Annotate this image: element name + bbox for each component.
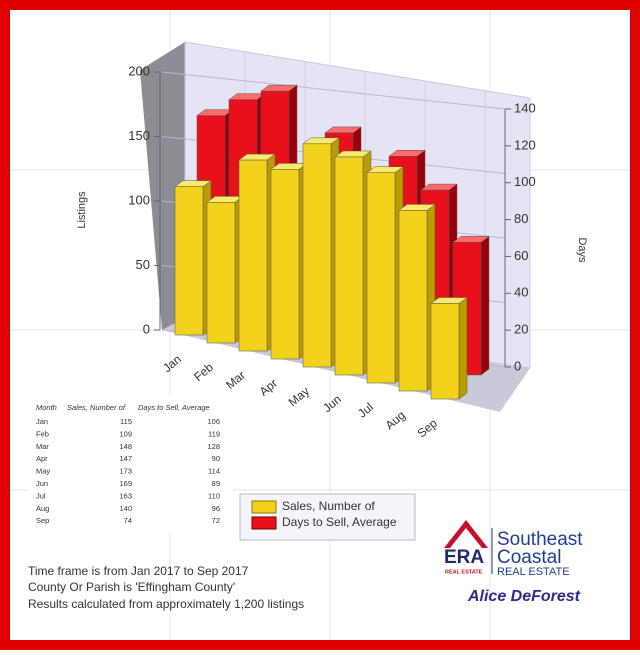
table-cell: 96 (212, 504, 220, 513)
table-cell: 163 (119, 491, 132, 500)
table-cell: 128 (207, 442, 220, 451)
table-cell: 89 (212, 479, 220, 488)
table-cell: 110 (208, 491, 220, 500)
table-cell: May (36, 467, 50, 476)
y2-tick-label: 0 (514, 358, 521, 373)
y-axis-label: Listings (76, 191, 88, 229)
table-cell: Jul (36, 491, 46, 500)
legend-swatch (251, 500, 277, 514)
legend: Sales, Number of Days to Sell, Average (239, 493, 416, 541)
bar-face (430, 303, 460, 400)
table-cell: 90 (212, 454, 220, 463)
bar (238, 153, 276, 352)
data-table: Month Sales, Number of Days to Sell, Ave… (28, 396, 232, 532)
y2-tick-label: 60 (514, 248, 528, 263)
bar (270, 162, 308, 360)
logo-mark: ERA (444, 547, 484, 568)
y2-tick-label: 40 (514, 285, 528, 300)
table-cell: 147 (119, 454, 132, 463)
y-tick-label: 0 (143, 321, 150, 336)
table-header: Month (36, 403, 57, 412)
table-cell: 109 (119, 429, 132, 438)
table-cell: Apr (36, 454, 48, 463)
bar (174, 180, 212, 336)
y2-tick-label: 20 (514, 322, 528, 337)
table-header: Days to Sell, Average (138, 403, 210, 412)
bar-face (206, 202, 236, 344)
grid-line (161, 71, 506, 110)
logo-roof (444, 520, 488, 548)
y2-tick-label: 80 (514, 211, 528, 226)
bar (334, 150, 372, 376)
table-cell: Feb (36, 429, 49, 438)
y2-tick-label: 140 (514, 100, 536, 115)
logo-line: REAL ESTATE (497, 566, 570, 578)
bar (302, 137, 340, 368)
bar-face (366, 172, 396, 384)
table-cell: 148 (119, 442, 132, 451)
table-cell: 119 (208, 429, 220, 438)
note: Time frame is from Jan 2017 to Sep 2017 (28, 564, 249, 578)
bar-side (458, 297, 468, 400)
bar (206, 195, 244, 344)
bar (430, 297, 468, 400)
table-cell: 115 (120, 417, 132, 426)
table-background (28, 396, 232, 532)
table-cell: 72 (212, 516, 220, 525)
bar-face (334, 156, 364, 376)
table-cell: 114 (208, 467, 220, 476)
note: Results calculated from approximately 1,… (28, 597, 304, 611)
y-tick-label: 50 (136, 257, 150, 272)
legend-label: Days to Sell, Average (282, 515, 397, 529)
bar-side (480, 235, 490, 376)
logo-line: Southeast (497, 529, 583, 550)
bar-face (238, 159, 268, 352)
y2-tick-label: 100 (514, 174, 536, 189)
y-tick-label: 100 (128, 192, 150, 207)
table-cell: Aug (36, 504, 49, 513)
table-cell: 140 (119, 504, 132, 513)
agent-name: Alice DeForest (467, 588, 581, 605)
table-cell: Jun (36, 479, 48, 488)
table-cell: Mar (36, 442, 49, 451)
table-cell: 74 (124, 516, 132, 525)
legend-label: Sales, Number of (282, 499, 375, 513)
bar-face (270, 169, 300, 360)
y2-axis-label: Days (576, 237, 588, 263)
y2-tick-label: 120 (514, 137, 536, 152)
y-tick-label: 200 (128, 63, 150, 78)
bar-face (398, 210, 428, 392)
logo: ERA REAL ESTATE Southeast Coastal REAL E… (444, 520, 583, 578)
legend-swatch (251, 516, 277, 530)
table-cell: 173 (119, 467, 132, 476)
bar-face (302, 143, 332, 368)
y-tick-label: 150 (128, 128, 150, 143)
bar (398, 203, 436, 392)
left-wall (140, 42, 185, 330)
bar (366, 166, 404, 384)
table-header: Sales, Number of (67, 403, 126, 412)
table-cell: Sep (36, 516, 49, 525)
bar-face (174, 186, 204, 336)
logo-line: Coastal (497, 547, 561, 568)
table-cell: Jan (36, 417, 48, 426)
logo-mark-sub: REAL ESTATE (445, 569, 483, 575)
table-cell: 169 (119, 479, 132, 488)
note: County Or Parish is 'Effingham County' (28, 580, 235, 594)
table-cell: 106 (207, 417, 220, 426)
